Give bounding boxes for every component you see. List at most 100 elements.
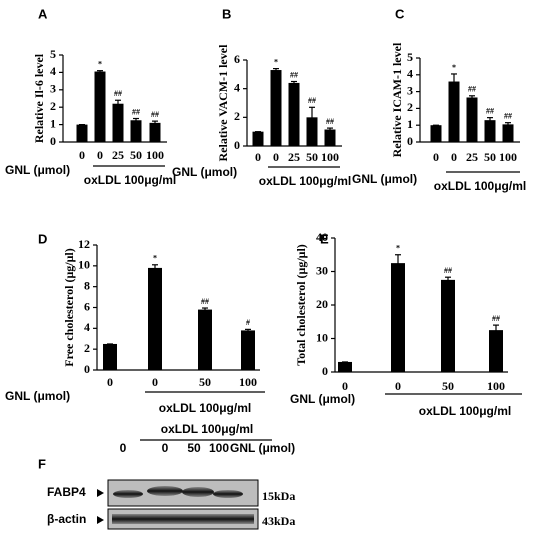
y-tick-label: 4 xyxy=(84,320,90,334)
y-tick-label: 2 xyxy=(50,99,56,113)
y-tick-label: 2 xyxy=(407,100,413,114)
band xyxy=(213,490,243,498)
group-label: GNL (μmol) xyxy=(5,163,70,177)
x-tick-label: 0 xyxy=(273,150,279,164)
x-tick-label: 0 xyxy=(152,375,158,389)
bar xyxy=(324,129,336,146)
y-tick-label: 5 xyxy=(50,47,56,61)
bar xyxy=(306,117,318,146)
y-tick-label: 10 xyxy=(78,258,90,272)
bar xyxy=(489,330,503,372)
y-tick-label: 8 xyxy=(84,278,90,292)
significance-marker: ## xyxy=(492,314,500,323)
bar xyxy=(484,120,496,142)
x-tick-label: 25 xyxy=(112,148,124,162)
x-tick-label: 0 xyxy=(107,375,113,389)
significance-marker: ## xyxy=(486,106,494,115)
x-tick-label: 50 xyxy=(484,150,496,164)
bar xyxy=(252,131,264,146)
x-tick-label: 50 xyxy=(199,375,211,389)
significance-marker: ## xyxy=(468,85,476,94)
y-tick-label: 30 xyxy=(316,263,328,277)
panel-letter: B xyxy=(222,6,231,21)
y-tick-label: 3 xyxy=(407,83,413,97)
bar xyxy=(466,97,478,142)
treatment-label: oxLDL 100μg/ml xyxy=(159,401,251,415)
y-axis-label: Free cholesterol (μg/μl) xyxy=(62,248,76,366)
y-tick-label: 4 xyxy=(234,80,240,94)
y-axis-label: Total cholesterol (μg/μl) xyxy=(294,244,308,366)
x-tick-label: 100 xyxy=(487,379,505,393)
significance-marker: ## xyxy=(290,70,298,79)
significance-marker: * xyxy=(153,254,157,263)
y-tick-label: 3 xyxy=(50,82,56,96)
group-label: GNL (μmol) xyxy=(352,172,417,186)
bar xyxy=(441,279,455,372)
panel-letter: E xyxy=(320,231,329,246)
bar xyxy=(288,82,300,146)
y-tick-label: 1 xyxy=(407,117,413,131)
y-tick-label: 0 xyxy=(407,134,413,148)
y-tick-label: 40 xyxy=(316,230,328,244)
y-tick-label: 5 xyxy=(407,50,413,64)
treatment-label: oxLDL 100μg/ml xyxy=(434,179,526,193)
x-tick-label: 0 xyxy=(342,379,348,393)
x-tick-label: 25 xyxy=(466,150,478,164)
panel-letter: D xyxy=(38,231,47,246)
size-label: 43kDa xyxy=(262,514,295,528)
significance-marker: ## xyxy=(326,117,334,126)
y-tick-label: 10 xyxy=(316,330,328,344)
bar xyxy=(198,309,212,370)
x-tick-label: 0 xyxy=(395,379,401,393)
y-axis-label: Relative VACM-1 level xyxy=(216,44,230,162)
bar xyxy=(112,103,124,142)
significance-marker: ## xyxy=(132,107,140,116)
significance-marker: ## xyxy=(201,297,209,306)
x-tick-label: 0 xyxy=(433,150,439,164)
y-axis-label: Relative ICAM-1 level xyxy=(390,42,404,157)
significance-marker: ## xyxy=(308,96,316,105)
bar xyxy=(338,361,352,372)
band xyxy=(113,490,143,498)
significance-marker: ## xyxy=(151,110,159,119)
x-tick-label: 0 xyxy=(97,148,103,162)
x-tick-label: 100 xyxy=(146,148,164,162)
lane-label: 100 xyxy=(209,441,229,455)
bar xyxy=(76,124,88,142)
y-tick-label: 4 xyxy=(407,67,413,81)
row-label: FABP4 xyxy=(47,485,86,499)
lane-label: 0 xyxy=(120,441,127,455)
y-tick-label: 0 xyxy=(84,362,90,376)
bar xyxy=(391,263,405,372)
significance-marker: * xyxy=(396,244,400,253)
significance-marker: * xyxy=(98,59,102,68)
group-label: GNL (μmol) xyxy=(290,392,355,406)
arrow xyxy=(97,516,104,524)
panel-letter: A xyxy=(38,6,48,21)
size-label: 15kDa xyxy=(262,489,295,503)
lane-axis-label: GNL (μmol) xyxy=(230,441,295,455)
x-tick-label: 100 xyxy=(499,150,517,164)
panel-letter: F xyxy=(38,456,46,471)
treatment-label: oxLDL 100μg/ml xyxy=(259,174,351,188)
bar xyxy=(448,81,460,142)
lane-label: 50 xyxy=(187,441,201,455)
bar xyxy=(130,120,142,142)
x-tick-label: 100 xyxy=(321,150,339,164)
significance-marker: ## xyxy=(114,89,122,98)
y-tick-label: 1 xyxy=(50,116,56,130)
y-tick-label: 0 xyxy=(234,138,240,152)
bar xyxy=(430,125,442,142)
lane-label: 0 xyxy=(162,441,169,455)
group-label: GNL (μmol) xyxy=(5,389,70,403)
bar xyxy=(502,124,514,142)
y-tick-label: 20 xyxy=(316,297,328,311)
bar xyxy=(270,70,282,146)
bar xyxy=(149,122,161,142)
y-tick-label: 2 xyxy=(84,341,90,355)
bar xyxy=(148,267,162,370)
x-tick-label: 0 xyxy=(79,148,85,162)
significance-marker: * xyxy=(452,63,456,72)
x-tick-label: 0 xyxy=(255,150,261,164)
